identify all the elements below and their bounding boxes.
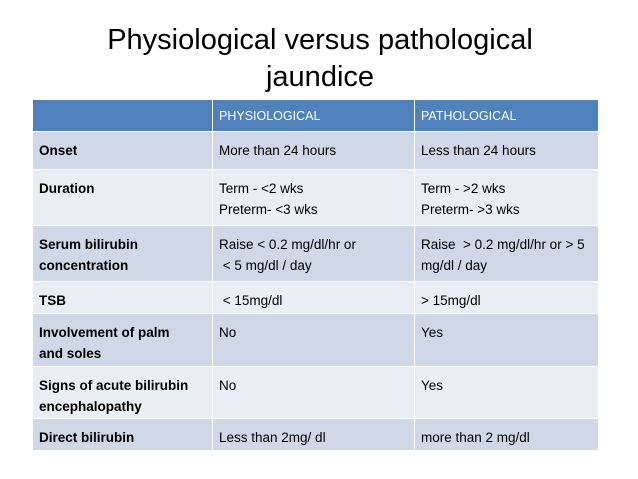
- table-cell: Yes: [414, 366, 599, 419]
- cell-text: Serum bilirubin: [39, 237, 139, 252]
- table-cell: Signs of acute bilirubin encephalopathy: [32, 366, 213, 419]
- table-cell: PATHOLOGICAL: [414, 99, 599, 132]
- cell-text: Preterm- >3 wks: [421, 202, 520, 217]
- table-row: Direct bilirubin Less than 2mg/ dl more th…: [32, 418, 599, 451]
- cell-text: Raise < 0.2 mg/dl/hr or: [219, 237, 356, 252]
- table-cell: > 15mg/dl: [414, 281, 599, 314]
- cell-text: and soles: [39, 346, 102, 361]
- cell-text: Term - >2 wks: [421, 181, 506, 196]
- table-row: Involvement of palm and soles No Yes: [32, 313, 599, 367]
- comparison-table: PHYSIOLOGICAL PATHOLOGICAL Onset More than …: [32, 99, 599, 451]
- cell-text: Duration: [39, 181, 95, 196]
- cell-text: Less than 2mg/ dl: [219, 430, 326, 445]
- table-cell: PHYSIOLOGICAL: [212, 99, 415, 132]
- cell-text: More than 24 hours: [219, 143, 337, 158]
- cell-text: more than 2 mg/dl: [421, 430, 530, 445]
- table-cell: Term - >2 wks Preterm- >3 wks: [414, 169, 599, 226]
- cell-text: Signs of acute bilirubin: [39, 378, 189, 393]
- table-cell: Onset: [32, 131, 213, 170]
- cell-text: Yes: [421, 378, 444, 393]
- cell-text: < 15mg/dl: [219, 293, 283, 308]
- table-cell: TSB: [32, 281, 213, 314]
- cell-text: Less than 24 hours: [421, 143, 536, 158]
- table-cell: Involvement of palm and soles: [32, 313, 213, 367]
- cell-text: Term - <2 wks: [219, 181, 304, 196]
- title-line: Physiological versus pathological: [107, 24, 533, 56]
- cell-text: PHYSIOLOGICAL: [219, 109, 321, 123]
- cell-text: concentration: [39, 258, 129, 273]
- table-cell: No: [212, 313, 415, 367]
- cell-text: No: [219, 325, 237, 340]
- table-row: Duration Term - <2 wks Preterm- <3 wks Term…: [32, 169, 599, 226]
- table-row: TSB < 15mg/dl > 15mg/dl: [32, 281, 599, 314]
- table-row: Onset More than 24 hours Less than 24 hour…: [32, 131, 599, 170]
- table-cell: Term - <2 wks Preterm- <3 wks: [212, 169, 415, 226]
- cell-text: Onset: [39, 143, 78, 158]
- table-cell: No: [212, 366, 415, 419]
- table-cell: Raise < 0.2 mg/dl/hr or < 5 mg/dl / day: [212, 225, 415, 282]
- table-cell: Direct bilirubin: [32, 418, 213, 451]
- table-cell: < 15mg/dl: [212, 281, 415, 314]
- title-line: jaundice: [265, 61, 375, 93]
- cell-text: No: [219, 378, 237, 393]
- table-cell: Yes: [414, 313, 599, 367]
- table-row: Signs of acute bilirubin encephalopathy No…: [32, 366, 599, 419]
- cell-text: Direct bilirubin: [39, 430, 135, 445]
- cell-text: mg/dl / day: [421, 258, 488, 273]
- table-cell: [32, 99, 213, 132]
- cell-text: Raise > 0.2 mg/dl/hr or > 5: [421, 237, 585, 252]
- cell-text: < 5 mg/dl / day: [219, 258, 312, 273]
- header-row: PHYSIOLOGICAL PATHOLOGICAL: [32, 99, 599, 132]
- table-cell: more than 2 mg/dl: [414, 418, 599, 451]
- table-cell: Less than 24 hours: [414, 131, 599, 170]
- cell-text: Involvement of palm: [39, 325, 170, 340]
- table-cell: Duration: [32, 169, 213, 226]
- cell-text: TSB: [39, 293, 66, 308]
- table-cell: Raise > 0.2 mg/dl/hr or > 5 mg/dl / day: [414, 225, 599, 282]
- cell-text: PATHOLOGICAL: [421, 109, 517, 123]
- table-row: Serum bilirubin concentration Raise < 0.2 …: [32, 225, 599, 282]
- cell-text: Preterm- <3 wks: [219, 202, 318, 217]
- slide-title: Physiological versus pathological jaundic…: [60, 22, 580, 96]
- cell-text: > 15mg/dl: [421, 293, 481, 308]
- cell-text: encephalopathy: [39, 399, 142, 414]
- table-cell: More than 24 hours: [212, 131, 415, 170]
- cell-text: Yes: [421, 325, 444, 340]
- table-cell: Less than 2mg/ dl: [212, 418, 415, 451]
- table-cell: Serum bilirubin concentration: [32, 225, 213, 282]
